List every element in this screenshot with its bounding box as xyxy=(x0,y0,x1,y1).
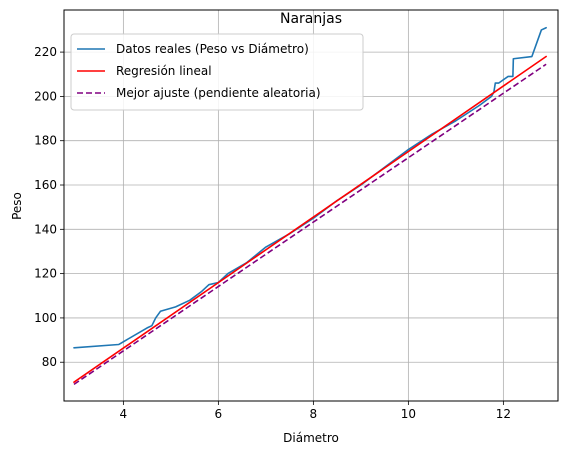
y-tick-label: 120 xyxy=(34,267,57,281)
y-axis-title: Peso xyxy=(10,192,24,220)
x-axis-title: Diámetro xyxy=(283,431,339,445)
plot-lines xyxy=(73,26,547,386)
y-tick-label: 100 xyxy=(34,311,57,325)
series-line-mejor-ajuste-pendiente-aleatoria xyxy=(73,63,547,386)
x-tick-label: 10 xyxy=(401,407,416,421)
legend: Datos reales (Peso vs Diámetro) Regresión… xyxy=(70,33,364,111)
chart-title: Naranjas xyxy=(280,11,342,27)
y-tick-label: 140 xyxy=(34,222,57,236)
legend-box xyxy=(70,33,364,111)
y-tick-label: 220 xyxy=(34,45,57,59)
y-tick-label: 180 xyxy=(34,134,57,148)
legend-label: Mejor ajuste (pendiente aleatoria) xyxy=(116,86,321,100)
plot-frame xyxy=(63,9,559,402)
y-tick-label: 80 xyxy=(42,355,57,369)
x-tick-label: 4 xyxy=(120,407,128,421)
legend-label: Regresión lineal xyxy=(116,64,212,78)
y-tick-label: 160 xyxy=(34,178,57,192)
legend-label: Datos reales (Peso vs Diámetro) xyxy=(116,42,309,56)
y-tick-label: 200 xyxy=(34,89,57,103)
axis-ticks: 4 6 8 10 12 80 100 120 140 160 180 200 220 xyxy=(34,45,511,421)
x-tick-label: 8 xyxy=(310,407,318,421)
x-tick-label: 12 xyxy=(496,407,511,421)
x-tick-label: 6 xyxy=(215,407,223,421)
series-line-regresion-lineal xyxy=(73,55,547,383)
